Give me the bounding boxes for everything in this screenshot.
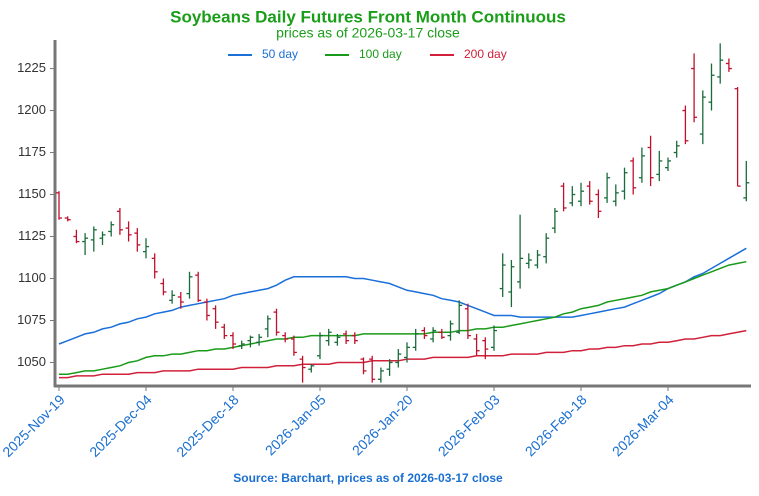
y-tick-label: 1150 xyxy=(18,186,46,201)
x-tick-label: 2025-Nov-19 xyxy=(0,391,68,460)
y-tick-label: 1175 xyxy=(18,144,46,159)
chart-subtitle: prices as of 2026-03-17 close xyxy=(276,25,460,41)
y-tick-label: 1050 xyxy=(17,354,46,369)
source-note: Source: Barchart, prices as of 2026-03-1… xyxy=(233,471,503,485)
ma-line xyxy=(59,329,747,379)
x-tick-label: 2026-Feb-18 xyxy=(522,391,590,459)
x-tick-label: 2026-Feb-03 xyxy=(435,391,503,459)
y-tick-label: 1225 xyxy=(17,60,46,75)
y-tick-label: 1125 xyxy=(18,228,46,243)
legend-label: 200 day xyxy=(464,47,507,61)
ma-line xyxy=(59,260,747,375)
ma-line xyxy=(58,247,747,345)
legend-label: 50 day xyxy=(262,47,298,61)
x-tick-label: 2025-Dec-18 xyxy=(173,391,242,460)
y-tick-label: 1100 xyxy=(18,270,46,285)
x-tick-label: 2026-Mar-04 xyxy=(609,391,677,459)
y-tick-label: 1075 xyxy=(17,312,46,327)
chart-title: Soybeans Daily Futures Front Month Conti… xyxy=(170,7,566,26)
y-tick-label: 1200 xyxy=(17,102,46,117)
x-tick-label: 2026-Jan-05 xyxy=(262,391,329,458)
legend-label: 100 day xyxy=(359,47,402,61)
x-tick-label: 2026-Jan-20 xyxy=(349,391,416,458)
x-tick-label: 2025-Dec-04 xyxy=(86,391,155,460)
